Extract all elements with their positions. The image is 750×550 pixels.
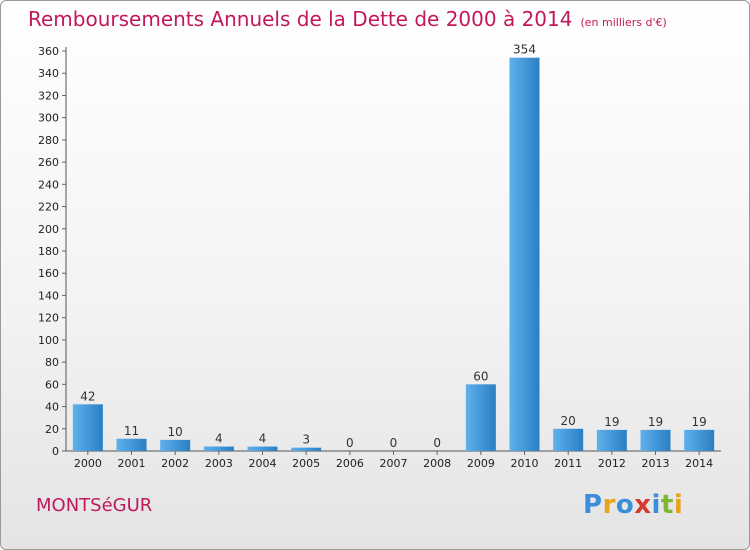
y-tick-label: 140 — [38, 289, 59, 302]
data-label: 19 — [604, 415, 619, 429]
y-tick-label: 360 — [38, 45, 59, 58]
data-label: 19 — [692, 415, 707, 429]
logo-letter: o — [615, 490, 635, 520]
y-tick-label: 60 — [45, 378, 59, 391]
x-tick-label: 2014 — [685, 457, 713, 470]
x-tick-label: 2001 — [118, 457, 146, 470]
y-tick-label: 300 — [38, 112, 59, 125]
data-label: 10 — [168, 425, 183, 439]
x-tick-label: 2003 — [205, 457, 233, 470]
y-tick-label: 120 — [38, 312, 59, 325]
x-tick-label: 2002 — [161, 457, 189, 470]
y-tick-label: 340 — [38, 67, 59, 80]
logo-letter: i — [651, 490, 661, 520]
data-label: 3 — [302, 433, 310, 447]
data-label: 0 — [390, 436, 398, 450]
y-tick-label: 220 — [38, 201, 59, 214]
x-tick-label: 2011 — [554, 457, 582, 470]
y-tick-label: 260 — [38, 156, 59, 169]
y-tick-label: 280 — [38, 134, 59, 147]
logo-letter: t — [660, 490, 674, 520]
bar — [72, 404, 103, 451]
y-tick-label: 20 — [45, 423, 59, 436]
data-label: 0 — [346, 436, 354, 450]
bar — [684, 429, 715, 451]
data-label: 354 — [513, 43, 536, 57]
y-tick-label: 240 — [38, 178, 59, 191]
data-label: 20 — [561, 414, 576, 428]
data-label: 4 — [259, 432, 267, 446]
y-tick-label: 100 — [38, 334, 59, 347]
bar — [291, 447, 322, 451]
x-tick-label: 2012 — [598, 457, 626, 470]
x-tick-label: 2005 — [292, 457, 320, 470]
y-tick-label: 200 — [38, 223, 59, 236]
bar — [509, 57, 540, 452]
y-tick-label: 80 — [45, 356, 59, 369]
bar — [203, 446, 234, 451]
data-label: 4 — [215, 432, 223, 446]
x-tick-label: 2004 — [249, 457, 277, 470]
data-label: 11 — [124, 424, 139, 438]
y-tick-label: 160 — [38, 267, 59, 280]
bar — [160, 439, 191, 451]
data-label: 42 — [80, 389, 95, 403]
data-label: 0 — [433, 436, 441, 450]
logo-letter: r — [602, 490, 616, 520]
chart-subtitle: (en milliers d'€) — [580, 16, 667, 29]
x-tick-label: 2006 — [336, 457, 364, 470]
bar — [116, 438, 147, 451]
y-tick-label: 180 — [38, 245, 59, 258]
x-tick-label: 2010 — [511, 457, 539, 470]
logo-letter: P — [583, 490, 603, 520]
data-label: 60 — [473, 369, 488, 383]
bar — [465, 384, 496, 451]
x-tick-label: 2009 — [467, 457, 495, 470]
data-label: 19 — [648, 415, 663, 429]
y-tick-label: 320 — [38, 89, 59, 102]
x-tick-label: 2013 — [642, 457, 670, 470]
bar — [596, 429, 627, 451]
logo-letter: i — [673, 490, 684, 520]
bar — [247, 446, 278, 451]
y-tick-label: 0 — [52, 445, 59, 458]
y-tick-label: 40 — [45, 401, 59, 414]
bar — [553, 428, 584, 451]
x-tick-label: 2000 — [74, 457, 102, 470]
chart-title: Remboursements Annuels de la Dette de 20… — [28, 7, 667, 31]
bar — [640, 429, 671, 451]
chart-title-text: Remboursements Annuels de la Dette de 20… — [28, 7, 573, 31]
x-tick-label: 2007 — [380, 457, 408, 470]
x-tick-label: 2008 — [423, 457, 451, 470]
logo-letter: x — [634, 490, 652, 520]
proxiti-logo: Proxiti — [583, 490, 683, 520]
commune-name: MONTSéGUR — [36, 495, 153, 516]
